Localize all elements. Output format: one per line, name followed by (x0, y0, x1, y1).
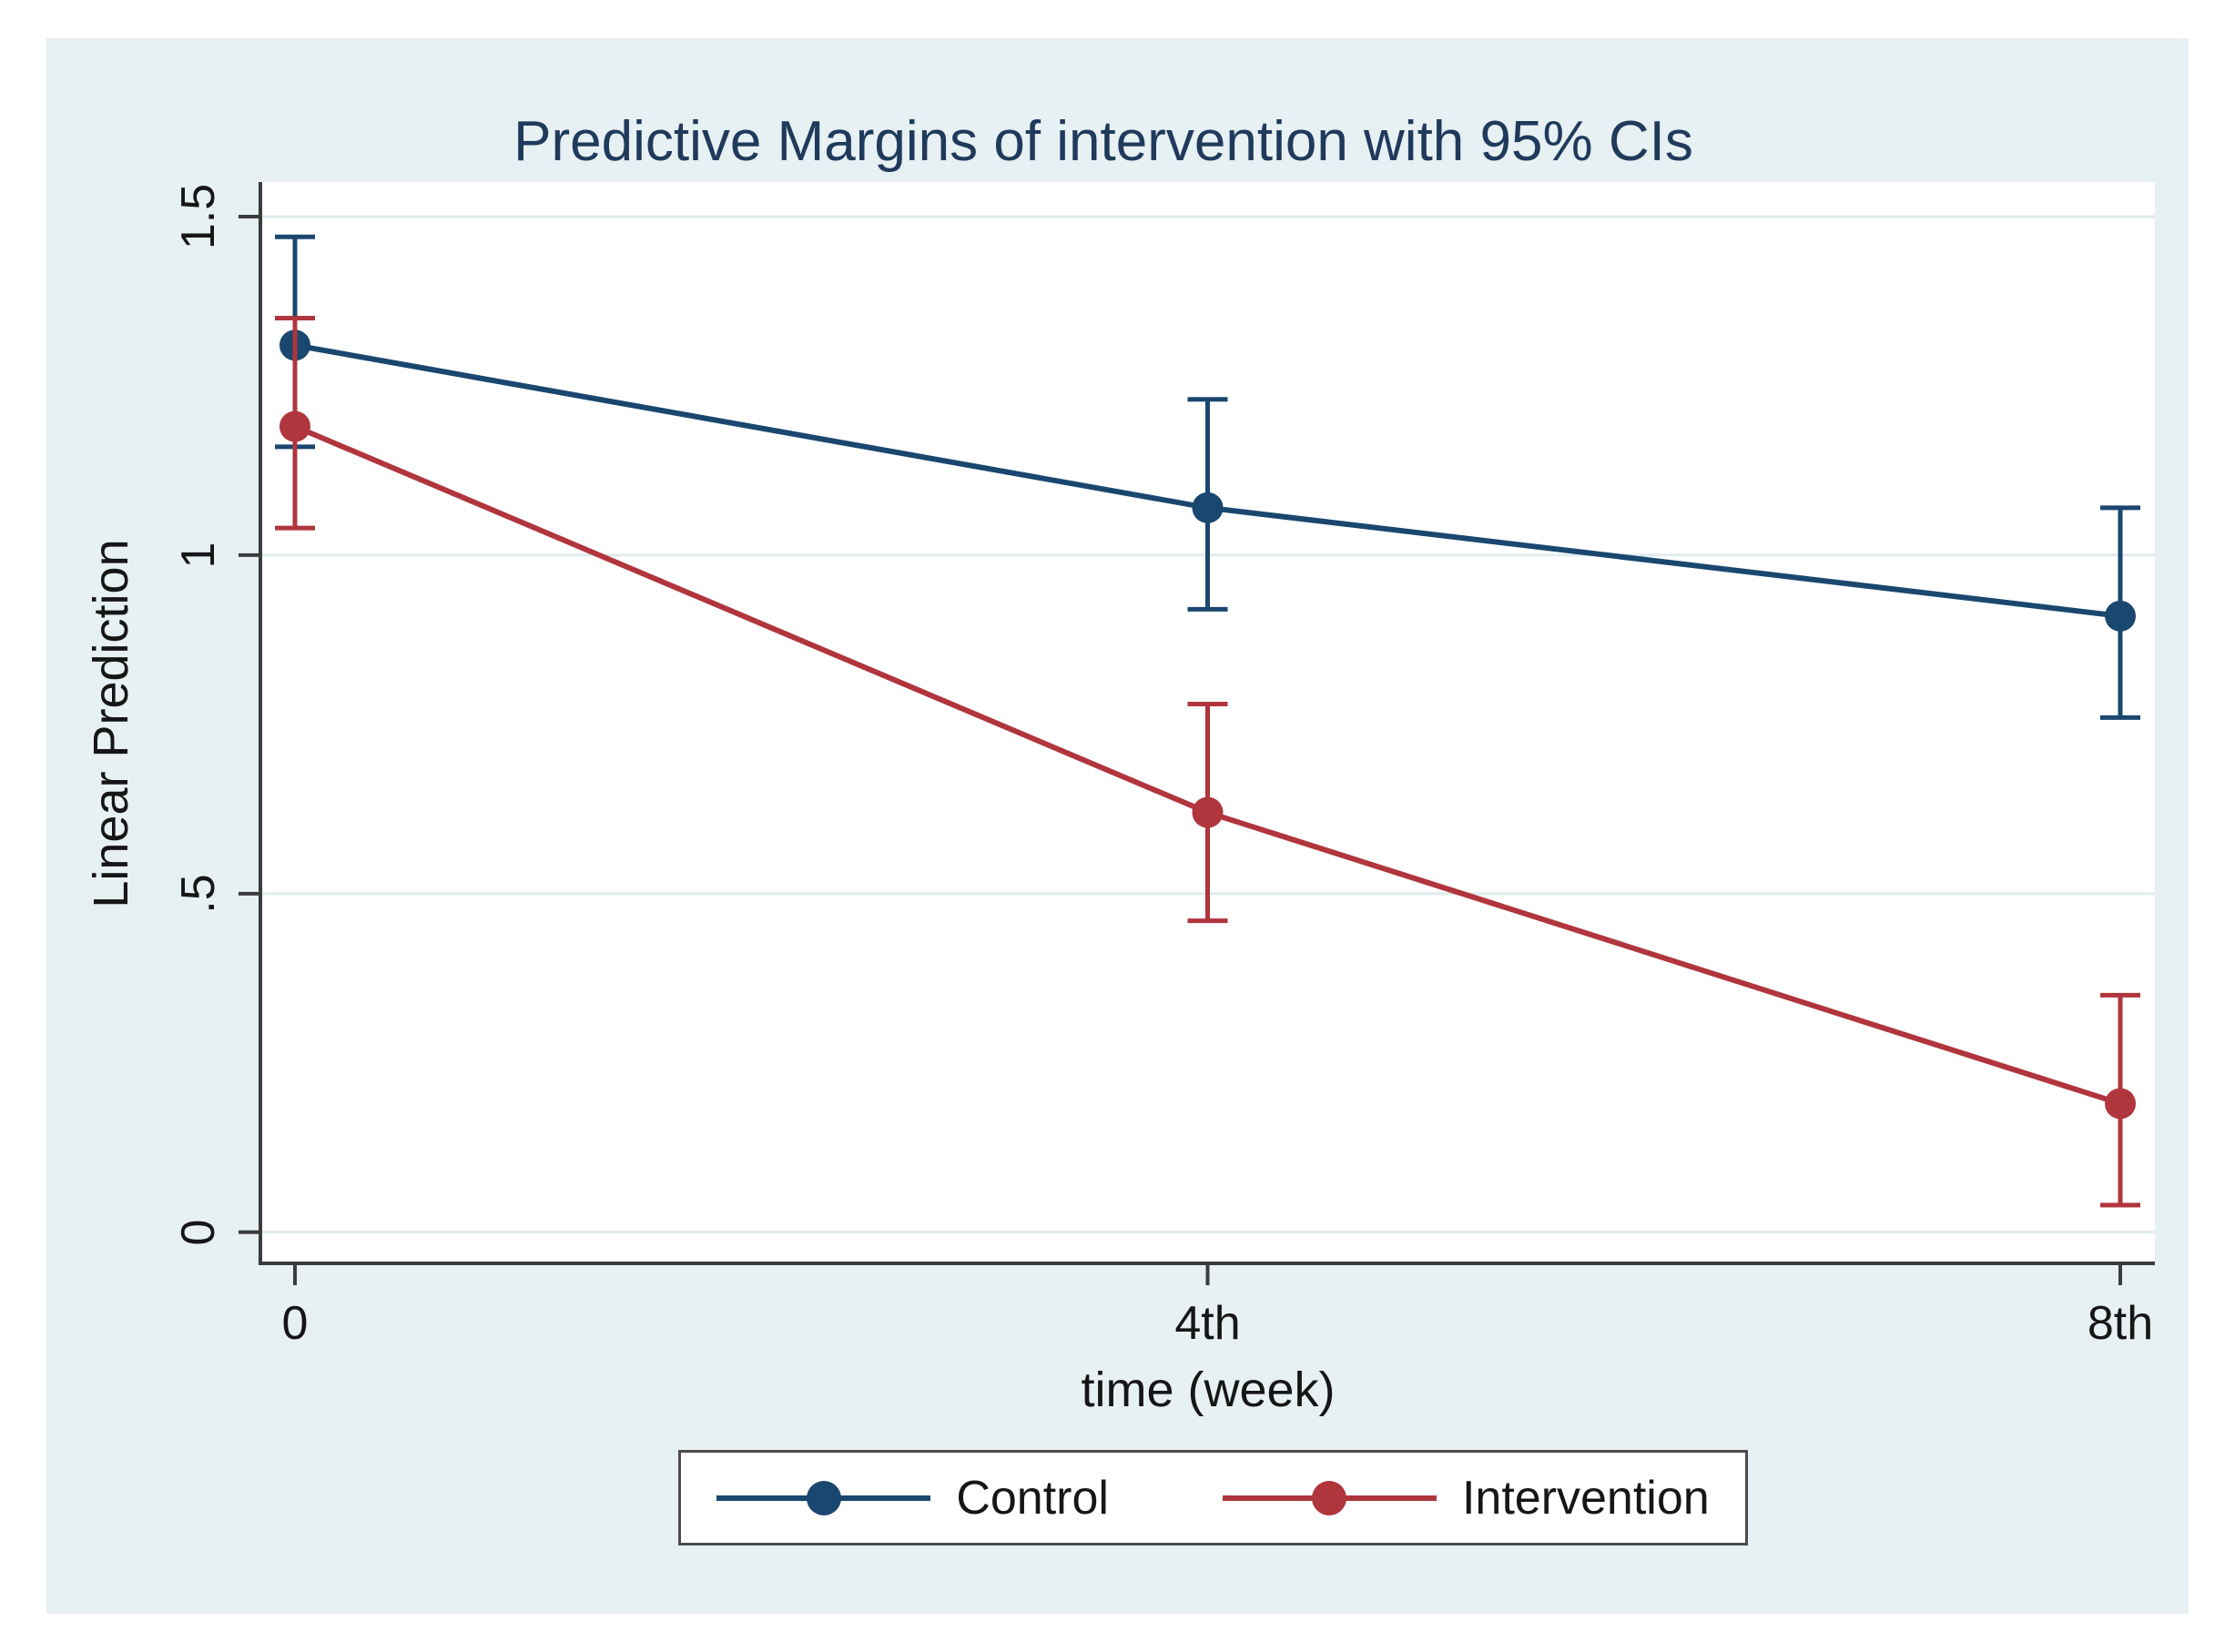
x-tick-label-4th: 4th (1174, 1297, 1241, 1350)
x-tick-label-8th: 8th (2087, 1297, 2154, 1350)
y-tick-label-1: 1 (172, 542, 225, 569)
control-marker-4th (1192, 492, 1224, 523)
intervention-legend-symbol (1222, 1479, 1437, 1517)
x-axis-title: time (week) (1081, 1363, 1336, 1417)
legend-label-intervention: Intervention (1461, 1471, 1710, 1525)
y-tick-label-.5: .5 (172, 874, 225, 914)
control-marker-dot-icon (806, 1480, 841, 1515)
y-tick-label-0: 0 (172, 1219, 225, 1246)
intervention-marker-0 (279, 410, 310, 442)
legend-entry-intervention: Intervention (1222, 1471, 1710, 1525)
control-legend-symbol (716, 1479, 931, 1517)
y-tick-label-1.5: 1.5 (172, 183, 225, 250)
intervention-marker-dot-icon (1312, 1480, 1347, 1515)
control-marker-8th (2105, 600, 2136, 632)
chart-title: Predictive Margins of intervention with … (513, 110, 1693, 173)
x-tick-label-0: 0 (281, 1297, 309, 1350)
intervention-marker-8th (2105, 1088, 2136, 1120)
legend: Control Intervention (678, 1450, 1748, 1546)
intervention-marker-4th (1192, 796, 1224, 828)
y-axis-title: Linear Prediction (84, 539, 138, 908)
legend-label-control: Control (956, 1471, 1109, 1525)
legend-entry-control: Control (716, 1471, 1109, 1525)
